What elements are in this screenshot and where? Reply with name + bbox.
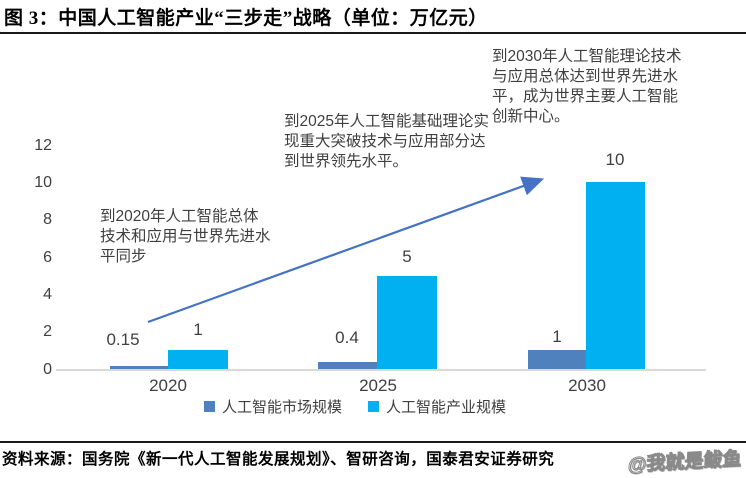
source-note: 资料来源：国务院《新一代人工智能发展规划》、智研咨询，国泰君安证券研究 [2, 451, 555, 468]
annotation-2025: 到2025年人工智能基础理论实现重大突破技术与应用部分达到世界领先水平。 [284, 113, 489, 170]
page-title: 图 3：中国人工智能产业“三步走”战略（单位：万亿元） [4, 8, 488, 29]
bar-market-2030 [528, 350, 586, 369]
bar-industry-2025 [377, 275, 437, 369]
legend-swatch-industry-icon [368, 400, 379, 412]
bar-industry-2020 [168, 350, 228, 369]
data-label-market-2025: 0.4 [335, 328, 359, 347]
legend-label-market: 人工智能市场规模 [221, 398, 342, 416]
bar-industry-2030 [586, 182, 645, 369]
annotation-2030: 到2030年人工智能理论技术与应用总体达到世界先进水平，成为世界主要人工智能创新… [492, 48, 682, 125]
x-label-2030: 2030 [568, 376, 606, 395]
y-tick-8: 8 [43, 211, 52, 228]
legend-item-market: 人工智能市场规模 [203, 396, 342, 417]
y-tick-6: 6 [43, 249, 52, 266]
y-tick-4: 4 [43, 286, 52, 303]
title-divider [0, 32, 746, 34]
footer-divider [0, 441, 746, 443]
annotation-2020: 到2020年人工智能总体技术和应用与世界先进水平同步 [100, 208, 271, 265]
x-label-2020: 2020 [149, 376, 187, 395]
data-label-market-2020: 0.15 [106, 330, 140, 349]
data-label-industry-2025: 5 [402, 247, 412, 266]
data-label-industry-2020: 1 [193, 320, 203, 339]
data-label-market-2030: 1 [552, 327, 562, 346]
y-tick-10: 10 [34, 174, 52, 191]
y-tick-2: 2 [43, 323, 52, 340]
legend-item-industry: 人工智能产业规模 [368, 396, 506, 417]
y-tick-12: 12 [34, 137, 52, 154]
chart-legend: 人工智能市场规模 人工智能产业规模 [0, 396, 710, 416]
bar-market-2025 [318, 361, 377, 369]
x-label-2025: 2025 [359, 376, 397, 395]
x-axis-line [56, 369, 706, 371]
y-tick-0: 0 [43, 361, 52, 378]
legend-swatch-market-icon [203, 400, 215, 412]
bar-market-2020 [110, 366, 168, 369]
legend-label-industry: 人工智能产业规模 [386, 398, 507, 416]
watermark: @我就是鲅鱼 [627, 448, 743, 477]
data-label-industry-2030: 10 [605, 150, 625, 169]
